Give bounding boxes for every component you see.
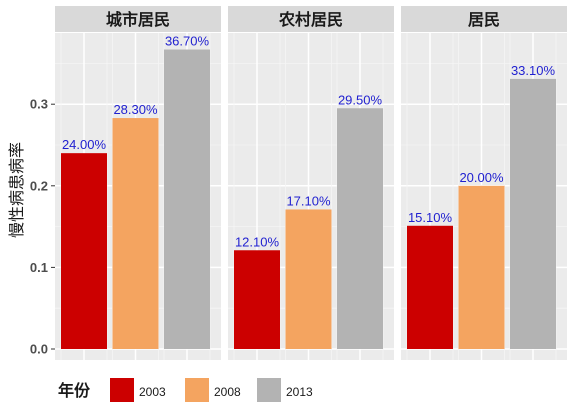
bar-2003 [234, 250, 280, 349]
bar-value-label: 20.00% [459, 170, 504, 185]
bar-value-label: 28.30% [113, 102, 158, 117]
bar-2013 [510, 78, 556, 350]
bar-value-label: 17.10% [286, 193, 331, 208]
facet-panel: 农村居民 12.10% 17.10% 29.50% [228, 6, 394, 360]
facet-panel: 居民 15.10% 20.00% 33.10% [401, 6, 567, 360]
facet-title: 城市居民 [106, 10, 170, 29]
legend-label: 2008 [214, 385, 241, 399]
y-tick-label: 0.3 [30, 97, 48, 112]
bar-value-label: 33.10% [511, 63, 556, 78]
legend-label: 2003 [139, 385, 166, 399]
facet-strip [55, 6, 221, 32]
bar-2008 [458, 185, 505, 349]
y-axis: 0.0 0.1 0.2 0.3 [30, 97, 55, 357]
legend-label: 2013 [286, 385, 313, 399]
facet-panels: 城市居民 24.00% 28.30% 36.70% 农村居民 12.10% 17.10% 29… [55, 6, 567, 360]
facet-strip [401, 6, 567, 32]
bar-2003 [61, 153, 107, 349]
y-tick-label: 0.2 [30, 178, 48, 193]
y-tick-label: 0.0 [30, 342, 48, 357]
bar-value-label: 29.50% [338, 92, 383, 107]
facet-strip [228, 6, 394, 32]
bar-value-label: 36.70% [165, 34, 210, 49]
legend-key-2008 [185, 378, 209, 402]
facet-title: 居民 [468, 10, 500, 29]
bar-2008 [285, 209, 332, 349]
legend: 年份 2003 2008 2013 [58, 378, 313, 402]
bar-value-label: 24.00% [62, 137, 107, 152]
y-tick-label: 0.1 [30, 260, 48, 275]
bar-value-label: 15.10% [408, 210, 453, 225]
facet-panel: 城市居民 24.00% 28.30% 36.70% [55, 6, 221, 360]
bar-2013 [337, 108, 383, 349]
bar-2008 [112, 118, 159, 350]
bar-value-label: 12.10% [235, 234, 280, 249]
y-axis-label: 慢性病患病率 [7, 142, 26, 238]
bar-2003 [407, 225, 453, 349]
legend-key-2013 [257, 378, 281, 402]
legend-key-2003 [110, 378, 134, 402]
facet-title: 农村居民 [278, 10, 343, 29]
legend-title: 年份 [58, 381, 91, 400]
bar-2013 [164, 49, 210, 349]
